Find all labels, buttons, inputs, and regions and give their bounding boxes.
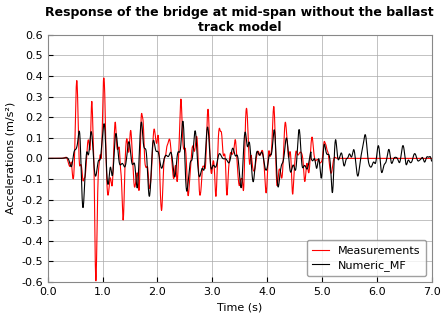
Measurements [201, 164, 206, 168]
Numeric_MF [48, 156, 54, 160]
Measurements [110, 178, 116, 182]
Numeric_MF [418, 157, 424, 161]
Measurements [93, 279, 99, 283]
Numeric_MF [429, 159, 434, 163]
Measurements [418, 156, 424, 160]
Measurements [143, 166, 149, 169]
Numeric_MF [143, 148, 149, 151]
Numeric_MF [80, 206, 86, 210]
Numeric_MF [201, 168, 206, 172]
Measurements [101, 76, 107, 80]
Legend: Measurements, Numeric_MF: Measurements, Numeric_MF [307, 240, 426, 276]
Y-axis label: Accelerations (m/s²): Accelerations (m/s²) [5, 102, 16, 215]
Numeric_MF [45, 156, 50, 160]
Measurements [48, 156, 54, 160]
Measurements [429, 156, 434, 160]
Line: Numeric_MF: Numeric_MF [48, 121, 432, 208]
Numeric_MF [180, 119, 186, 123]
Numeric_MF [224, 158, 229, 162]
Numeric_MF [110, 174, 115, 177]
Measurements [45, 156, 50, 160]
Title: Response of the bridge at mid-span without the ballast
track model: Response of the bridge at mid-span witho… [45, 5, 434, 34]
Measurements [224, 192, 229, 196]
X-axis label: Time (s): Time (s) [217, 302, 262, 313]
Line: Measurements: Measurements [48, 78, 432, 281]
